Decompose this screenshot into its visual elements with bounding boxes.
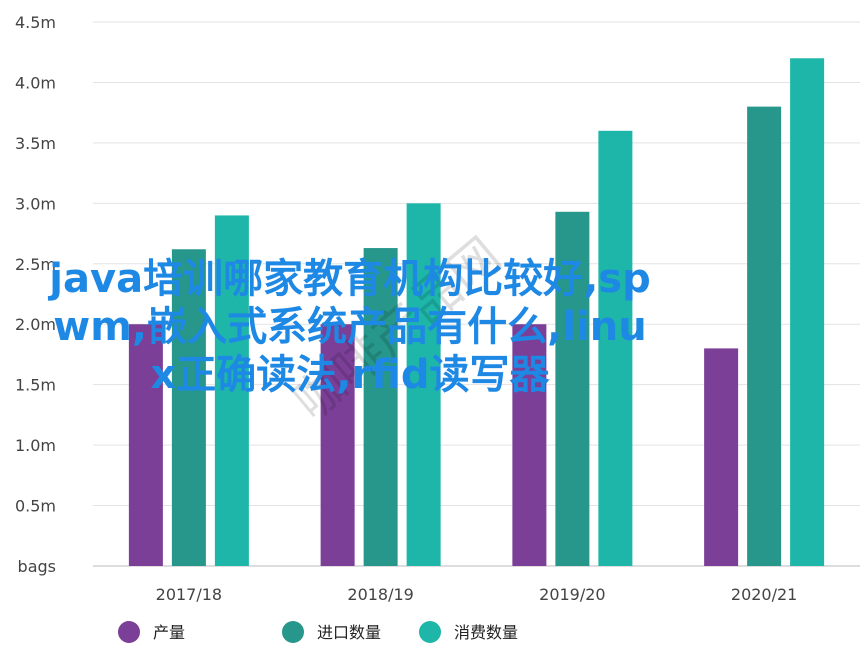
y-tick-label: 0.5m — [15, 497, 56, 516]
legend: 产量 进口数量 消费数量 — [118, 621, 518, 643]
legend-swatch — [282, 621, 304, 643]
bar — [214, 215, 249, 566]
bar — [512, 324, 547, 566]
y-tick-label: 2.5m — [15, 255, 56, 274]
x-tick-label: 2019/20 — [539, 585, 605, 604]
bar — [171, 249, 206, 566]
x-tick-label: 2020/21 — [731, 585, 797, 604]
y-tick-label: 4.5m — [15, 13, 56, 32]
y-tick-label: bags — [18, 557, 56, 576]
legend-label: 消费数量 — [454, 623, 518, 642]
y-tick-label: 4.0m — [15, 73, 56, 92]
x-axis-ticks: 2017/18 2018/19 2019/20 2020/21 — [156, 585, 798, 604]
bars — [128, 58, 825, 567]
bar — [598, 130, 633, 567]
legend-label: 进口数量 — [317, 623, 381, 642]
y-tick-label: 1.0m — [15, 436, 56, 455]
overlay-caption: java培训哪家教育机构比较好,sp wm,嵌入式系统产品有什么,linu x正… — [49, 256, 651, 398]
bar — [747, 106, 782, 566]
y-tick-label: 1.5m — [15, 376, 56, 395]
bar — [128, 324, 163, 566]
y-axis-ticks: bags 0.5m 1.0m 1.5m 2.0m 2.5m 3.0m 3.5m 4.0m 4.5m — [15, 13, 56, 576]
legend-swatch — [118, 621, 140, 643]
y-tick-label: 2.0m — [15, 315, 56, 334]
y-tick-label: 3.5m — [15, 134, 56, 153]
x-tick-label: 2018/19 — [347, 585, 413, 604]
legend-swatch — [419, 621, 441, 643]
bar — [363, 248, 398, 566]
bar — [704, 348, 739, 566]
bar — [555, 211, 590, 566]
legend-label: 产量 — [153, 623, 185, 642]
x-tick-label: 2017/18 — [156, 585, 222, 604]
bar — [406, 203, 441, 567]
bar — [790, 58, 825, 567]
y-tick-label: 3.0m — [15, 194, 56, 213]
bar — [320, 324, 355, 566]
